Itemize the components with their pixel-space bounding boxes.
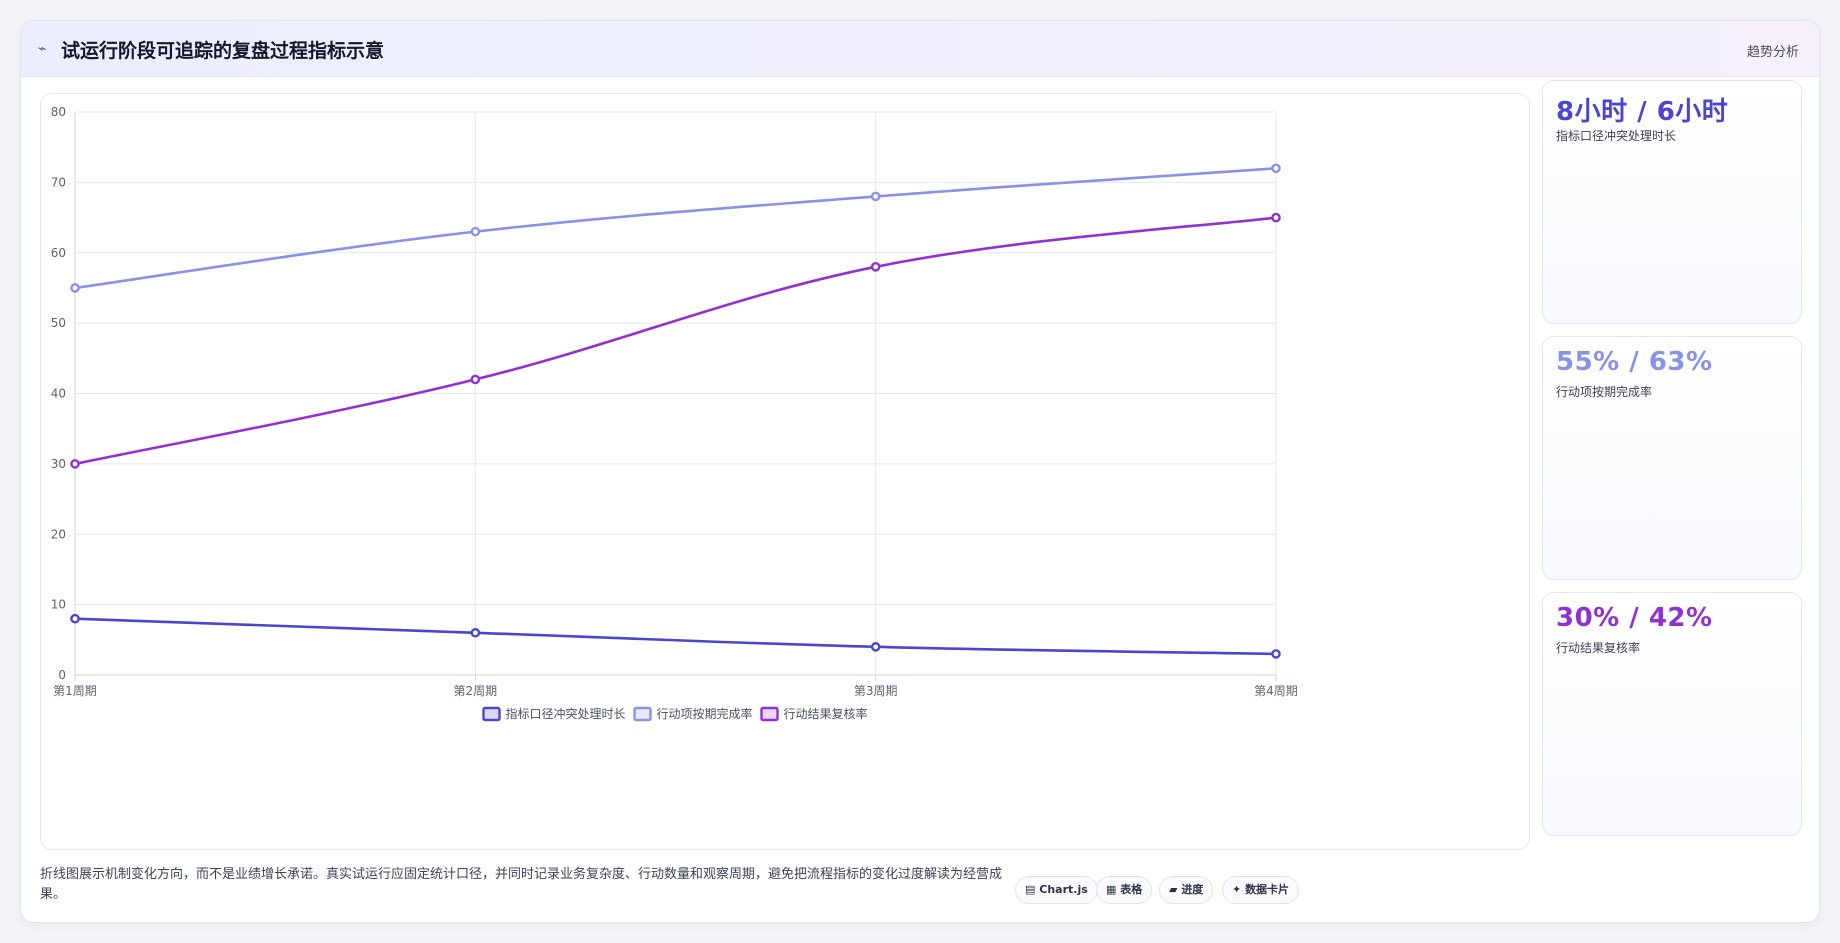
x-tick-label: 第1周期 xyxy=(53,684,97,698)
legend-label: 行动结果复核率 xyxy=(784,706,868,721)
series-line-2 xyxy=(74,167,1277,290)
metric-value: 30% / 42% xyxy=(1556,603,1713,633)
tag-progress[interactable]: ▰ 进度 xyxy=(1159,876,1214,904)
tag-label: 表格 xyxy=(1120,883,1143,896)
chart-panel: ⌁ 试运行阶段可追踪的复盘过程指标示意 趋势分析 0 10 20 30 40 50 60 70… xyxy=(20,20,1820,923)
panel-header: ⌁ 试运行阶段可追踪的复盘过程指标示意 趋势分析 xyxy=(21,21,1819,77)
y-tick-label: 80 xyxy=(51,105,66,119)
y-tick-label: 30 xyxy=(51,457,66,471)
y-tick-label: 10 xyxy=(51,598,66,612)
footer-note: 折线图展示机制变化方向，而不是业绩增长承诺。真实试运行应固定统计口径，并同时记录… xyxy=(40,867,1003,902)
series-line-3 xyxy=(74,216,1277,466)
data-point xyxy=(470,374,481,385)
data-point xyxy=(1271,163,1281,174)
data-point xyxy=(70,613,80,624)
x-tick-label: 第3周期 xyxy=(854,684,898,698)
card-icon: ✦ xyxy=(1232,883,1242,896)
y-tick-label: 40 xyxy=(51,387,66,401)
tag-label: Chart.js xyxy=(1039,883,1088,896)
line-chart: 0 10 20 30 40 50 60 70 80 第1周期 第2周期 第3周期 第4周期 指标口径冲… xyxy=(51,105,1298,722)
y-tick-label: 0 xyxy=(58,668,66,682)
metric-label: 行动项按期完成率 xyxy=(1556,385,1653,399)
legend-swatch xyxy=(633,706,652,722)
y-tick-label: 50 xyxy=(51,316,66,330)
data-point xyxy=(70,283,80,293)
metric-value: 55% / 63% xyxy=(1556,347,1713,377)
legend-swatch xyxy=(760,706,779,722)
x-tick-label: 第4周期 xyxy=(1254,684,1298,698)
metric-label: 行动结果复核率 xyxy=(1556,641,1641,655)
x-tick-label: 第2周期 xyxy=(454,684,498,698)
tag-label: 进度 xyxy=(1181,883,1204,896)
data-point xyxy=(1271,212,1281,223)
line-chart-card: 0 10 20 30 40 50 60 70 80 第1周期 第2周期 第3周期 第4周期 指标口径冲… xyxy=(40,93,1530,850)
metric-card-review-rate: 30% / 42% 行动结果复核率 xyxy=(1542,592,1802,836)
table-icon: ▦ xyxy=(1106,883,1117,896)
series-line-1 xyxy=(74,617,1277,656)
progress-icon: ▰ xyxy=(1169,883,1178,896)
metric-card-conflict-duration: 8小时 / 6小时 指标口径冲突处理时长 xyxy=(1542,80,1802,324)
data-point xyxy=(70,459,80,469)
panel-title: 试运行阶段可追踪的复盘过程指标示意 xyxy=(61,40,385,62)
tag-chartjs[interactable]: ▤ Chart.js xyxy=(1015,876,1098,904)
metric-card-completion-rate: 55% / 63% 行动项按期完成率 xyxy=(1542,336,1802,580)
tag-table[interactable]: ▦ 表格 xyxy=(1096,876,1153,904)
chart-icon: ▤ xyxy=(1025,883,1036,896)
data-point xyxy=(1271,649,1281,659)
legend-label: 行动项按期完成率 xyxy=(657,706,753,721)
metric-value: 8小时 / 6小时 xyxy=(1556,97,1729,127)
y-tick-label: 60 xyxy=(51,246,66,260)
data-point xyxy=(470,627,481,638)
y-tick-label: 70 xyxy=(51,175,66,189)
legend-swatch xyxy=(482,706,501,722)
data-point xyxy=(870,191,881,202)
y-tick-label: 20 xyxy=(51,527,66,541)
data-point xyxy=(870,642,881,652)
data-point xyxy=(870,262,881,272)
metric-label: 指标口径冲突处理时长 xyxy=(1556,129,1677,143)
data-point xyxy=(470,226,481,237)
trend-analysis-tag: 趋势分析 xyxy=(1746,45,1799,60)
legend-label: 指标口径冲突处理时长 xyxy=(506,706,626,721)
tag-data-card[interactable]: ✦ 数据卡片 xyxy=(1222,876,1300,904)
tag-label: 数据卡片 xyxy=(1245,883,1290,896)
sparkle-icon: ⌁ xyxy=(38,41,47,57)
